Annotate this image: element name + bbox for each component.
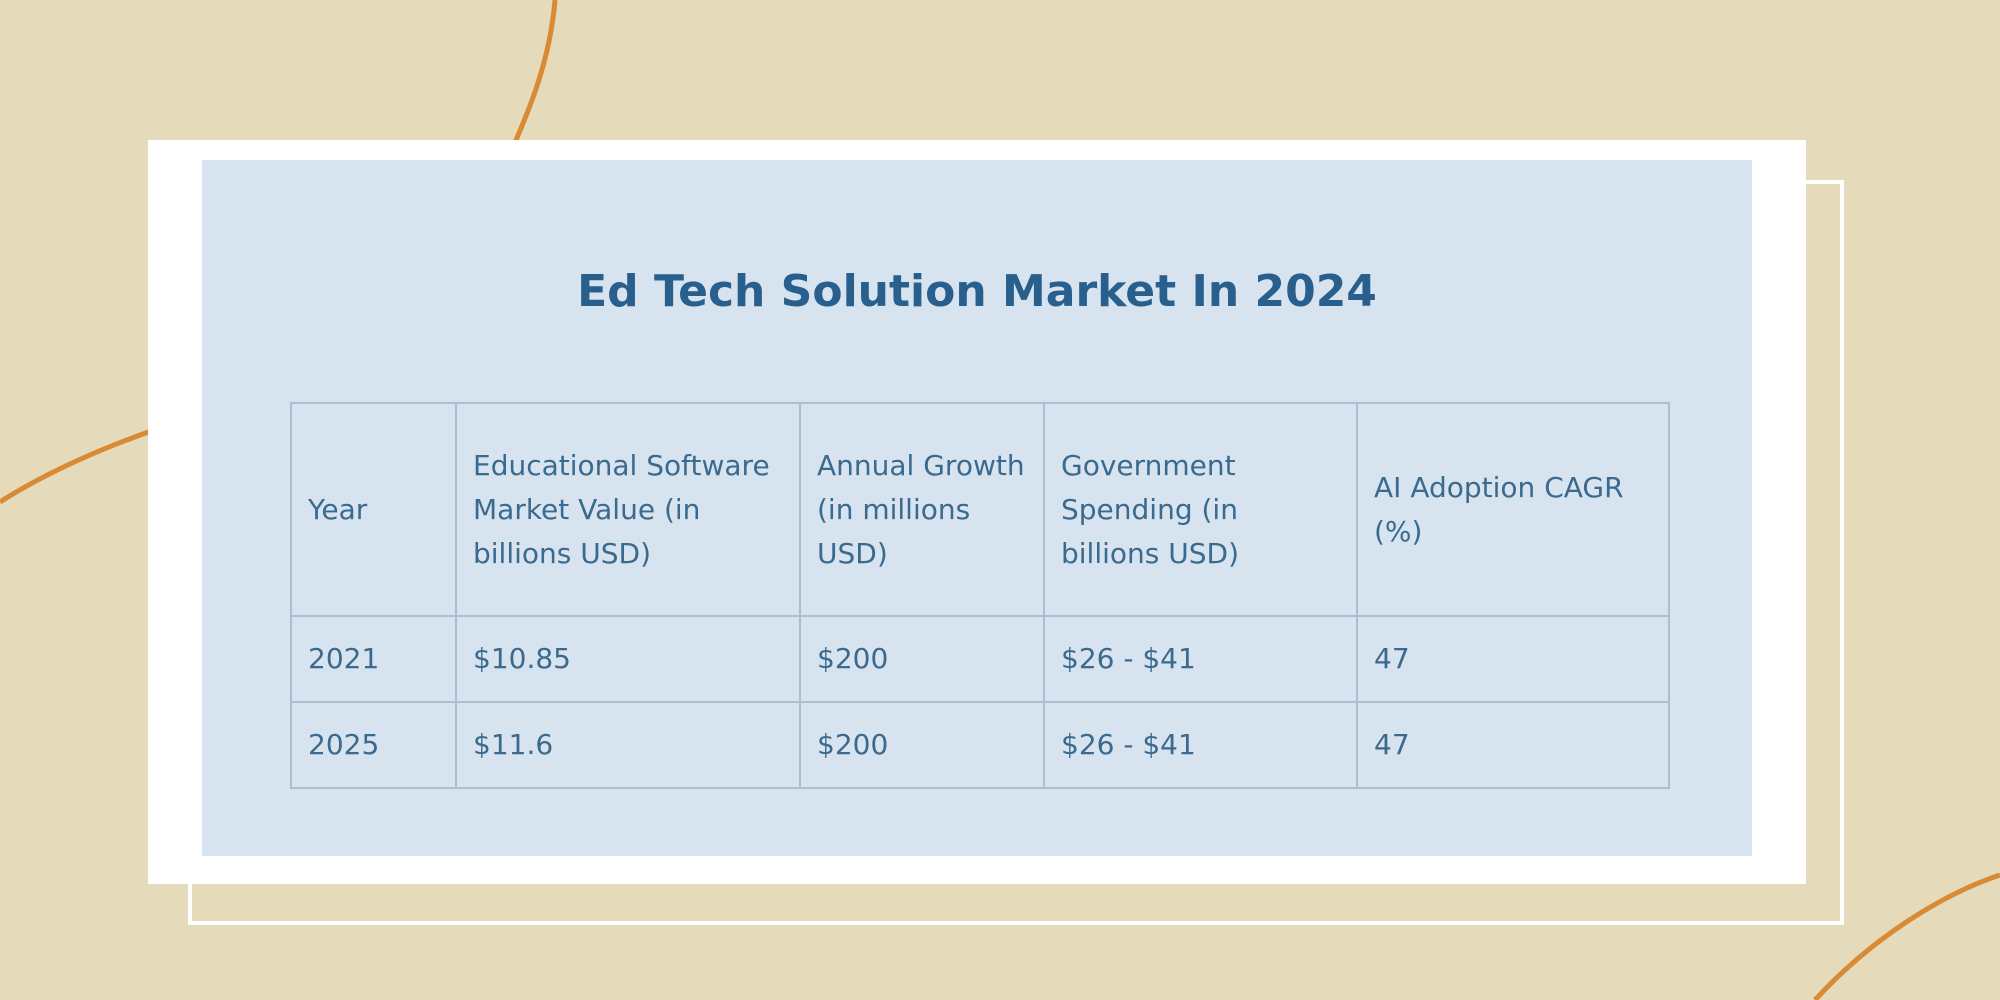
cell-ai-adoption: 47: [1356, 615, 1670, 703]
card: Ed Tech Solution Market In 2024 Year Edu…: [148, 140, 1806, 884]
cell-ai-adoption: 47: [1356, 701, 1670, 789]
curve-left: [0, 425, 161, 505]
cell-year: 2025: [290, 701, 457, 789]
cell-annual-growth: $200: [799, 615, 1045, 703]
header-cell-annual-growth: Annual Growth (in millions USD): [799, 402, 1045, 617]
header-cell-year: Year: [290, 402, 457, 617]
table-row: 2025 $11.6 $200 $26 - $41 47: [290, 701, 1670, 789]
header-cell-market-value: Educational Software Market Value (in bi…: [455, 402, 801, 617]
header-row: Year Educational Software Market Value (…: [290, 402, 1670, 617]
cell-market-value: $11.6: [455, 701, 801, 789]
cell-annual-growth: $200: [799, 701, 1045, 789]
cell-year: 2021: [290, 615, 457, 703]
table-panel: Ed Tech Solution Market In 2024 Year Edu…: [202, 160, 1752, 856]
table-row: 2021 $10.85 $200 $26 - $41 47: [290, 615, 1670, 703]
cell-market-value: $10.85: [455, 615, 801, 703]
chart-title: Ed Tech Solution Market In 2024: [577, 266, 1377, 317]
curve-bottom-right: [1813, 872, 2000, 1000]
cell-government-spending: $26 - $41: [1043, 615, 1358, 703]
market-table: Year Educational Software Market Value (…: [290, 402, 1670, 789]
header-cell-ai-adoption: AI Adoption CAGR (%): [1356, 402, 1670, 617]
cell-government-spending: $26 - $41: [1043, 701, 1358, 789]
header-cell-government-spending: Government Spending (in billions USD): [1043, 402, 1358, 617]
